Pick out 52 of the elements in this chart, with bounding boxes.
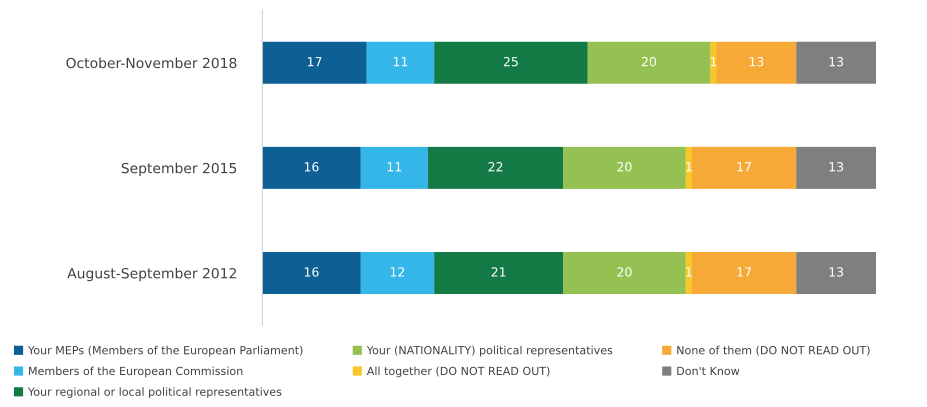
data-label: 20 — [642, 56, 656, 66]
data-label: 16 — [304, 162, 319, 172]
data-label: 17 — [737, 162, 751, 172]
bar — [692, 252, 796, 294]
bar — [692, 146, 796, 189]
data-label: 17 — [308, 57, 322, 66]
data-label: 20 — [617, 162, 632, 172]
bar — [434, 42, 588, 84]
bar — [686, 146, 692, 189]
y-tick-label: August-September 2012 — [67, 268, 236, 282]
data-label: 13 — [830, 56, 844, 66]
bar — [360, 252, 434, 294]
legend-label: Your (NATIONALITY) political representatives — [366, 346, 612, 357]
bar — [716, 42, 796, 84]
data-label: 11 — [394, 57, 408, 66]
legend-label: All together (DO NOT READ OUT) — [366, 366, 550, 378]
data-label: 21 — [492, 267, 506, 276]
bar — [686, 252, 692, 294]
bar — [360, 146, 428, 189]
bar — [262, 146, 361, 189]
data-label: 16 — [304, 267, 319, 277]
bar — [796, 252, 876, 294]
bar — [563, 146, 686, 189]
bar — [262, 252, 361, 294]
legend-label: Your MEPs (Members of the European Parliament) — [28, 346, 302, 357]
bar — [563, 252, 686, 294]
data-label: 1 — [686, 267, 692, 276]
legend-label: Your regional or local political representatives — [28, 387, 282, 398]
bar — [796, 146, 876, 189]
data-label: 1 — [710, 57, 716, 66]
data-label: 13 — [830, 267, 844, 277]
data-label: 20 — [617, 267, 632, 277]
data-label: 12 — [390, 267, 404, 276]
bar — [262, 42, 367, 84]
bar — [434, 252, 564, 294]
data-label: 13 — [750, 56, 764, 66]
bar — [366, 42, 434, 84]
data-label: 25 — [504, 56, 518, 66]
bar — [796, 42, 876, 84]
data-label: 1 — [686, 162, 692, 172]
data-label: 11 — [388, 162, 402, 172]
bar — [428, 146, 564, 189]
legend-label: Members of the European Commission — [29, 366, 242, 378]
data-label: 13 — [830, 162, 844, 172]
data-label: 17 — [737, 267, 751, 276]
legend-label: Don't Know — [677, 366, 740, 376]
bar — [710, 42, 716, 84]
y-tick-label: October-November 2018 — [66, 57, 236, 68]
y-tick-label: September 2015 — [122, 162, 236, 176]
data-label: 22 — [488, 162, 502, 172]
legend-label: None of them (DO NOT READ OUT) — [677, 346, 870, 356]
bar — [588, 42, 710, 84]
